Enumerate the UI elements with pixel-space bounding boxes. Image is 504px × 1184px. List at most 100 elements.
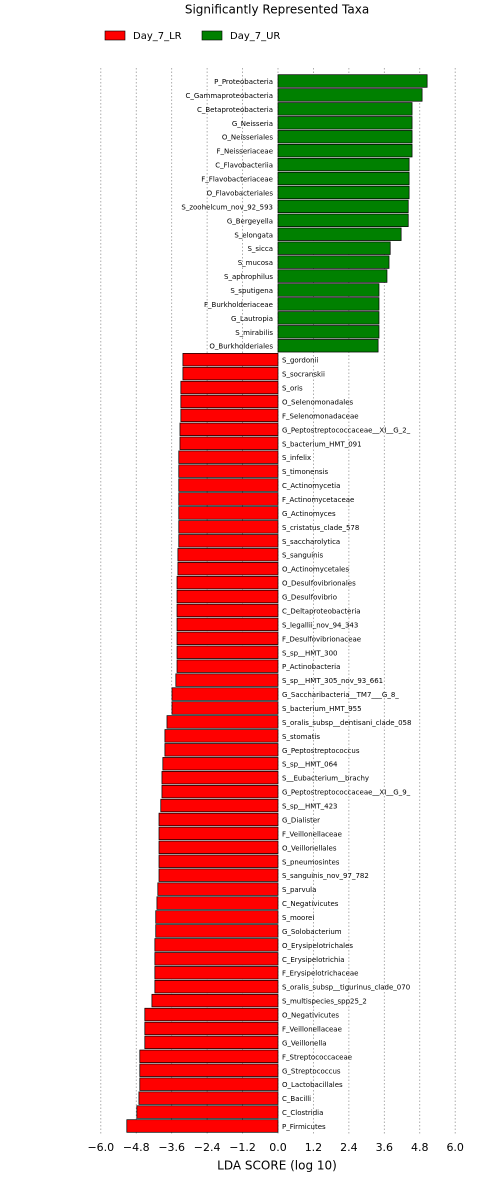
bar <box>176 617 279 632</box>
bar <box>176 575 279 590</box>
category-label: S_mucosa <box>238 259 273 267</box>
legend-swatch <box>104 30 126 41</box>
bar <box>277 88 423 102</box>
x-tick-label: −2.4 <box>194 1141 221 1154</box>
category-label: O_Lactobacillales <box>282 1081 343 1089</box>
bar <box>139 1063 279 1077</box>
category-label: O_Flavobacteriales <box>207 189 274 197</box>
bar <box>178 492 279 506</box>
x-tick-label: 0.0 <box>269 1141 287 1154</box>
category-label: C_Bacilli <box>282 1095 311 1103</box>
category-label: S_sicca <box>247 245 273 253</box>
bar <box>277 241 391 255</box>
category-label: O_Actinomycetales <box>282 566 349 574</box>
bar <box>177 548 279 562</box>
category-label: O_Desulfovibrionales <box>282 580 356 588</box>
bar <box>166 715 279 729</box>
bar <box>277 171 410 186</box>
bar <box>176 631 279 645</box>
bar <box>277 144 413 158</box>
category-label: G_Bergeyella <box>227 217 273 225</box>
category-label: F_Veillonellaceae <box>282 830 342 838</box>
category-label: G_Actinomyces <box>282 510 336 518</box>
bar <box>144 1021 279 1036</box>
category-label: S_sp__HMT_423 <box>282 803 337 811</box>
category-label: G_Dialister <box>282 816 320 824</box>
bar <box>171 701 279 715</box>
x-tick-label: 2.4 <box>340 1141 358 1154</box>
category-label: C_Actinomycetia <box>282 482 340 490</box>
category-label: F_Flavobacteriaceae <box>201 176 273 184</box>
category-label: F_Desulfovibrionaceae <box>282 635 361 643</box>
bar <box>180 380 279 395</box>
bar <box>139 1077 279 1091</box>
category-label: S_zoohelcum_nov_92_593 <box>181 203 273 211</box>
category-label: C_Betaproteobacteria <box>197 106 273 114</box>
category-label: G_Peptostreptococcus <box>282 747 360 755</box>
category-label: C_Clostridia <box>282 1109 323 1117</box>
bar <box>138 1091 279 1105</box>
bar <box>156 896 279 910</box>
bar <box>178 478 279 492</box>
category-label: O_Veillonellales <box>282 844 337 852</box>
bar <box>136 1105 279 1119</box>
category-label: G_Saccharibacteria__TM7___G_8_ <box>282 691 399 699</box>
category-label: S_saccharolytica <box>282 538 340 546</box>
category-label: S_sanguinis <box>282 552 324 560</box>
bar <box>277 297 380 311</box>
category-label: C_Negativicutes <box>282 900 339 908</box>
bar <box>277 213 409 227</box>
category-label: S_bacterium_HMT_955 <box>282 705 362 713</box>
category-label: G_Desulfovibrio <box>282 594 337 602</box>
category-label: G_Veillonella <box>282 1039 327 1047</box>
bar <box>179 436 279 450</box>
category-label: S_aphrophilus <box>224 273 273 281</box>
bar <box>161 771 279 785</box>
bar <box>161 784 279 799</box>
category-label: F_Burkholderiaceae <box>204 301 273 309</box>
category-label: S_legallii_nov_94_343 <box>282 621 358 629</box>
category-label: S_sp__HMT_305_nov_93_661 <box>282 677 383 685</box>
category-label: F_Neisseriaceae <box>217 148 273 156</box>
category-label: O_Neisseriales <box>222 134 273 142</box>
bar <box>157 882 279 896</box>
bar <box>179 422 279 436</box>
category-label: C_Deltaproteobacteria <box>282 607 361 615</box>
chart-title: Significantly Represented Taxa <box>185 3 369 17</box>
x-tick-label: −3.6 <box>158 1141 185 1154</box>
bar <box>176 603 279 618</box>
category-label: C_Flavobacteriia <box>215 162 273 170</box>
bar <box>155 910 279 924</box>
category-label: S_oralis_subsp__tigurinus_clade_070 <box>282 984 410 992</box>
bar <box>171 687 279 701</box>
bar <box>277 185 410 200</box>
bar <box>277 157 410 172</box>
bar <box>139 1049 279 1063</box>
x-axis-label: LDA SCORE (log 10) <box>217 1159 337 1173</box>
category-label: G_Peptostreptococcaceae__XI__G_9_ <box>282 789 411 797</box>
bar <box>144 1007 279 1022</box>
x-tick-label: 4.8 <box>411 1141 429 1154</box>
bar <box>180 408 279 423</box>
category-label: P_Proteobacteria <box>214 78 273 86</box>
category-label: O_Erysipelotrichales <box>282 942 353 950</box>
category-label: S_multispecies_spp25_2 <box>282 998 367 1006</box>
bar <box>277 74 428 88</box>
bar <box>182 353 279 367</box>
bar <box>277 311 380 325</box>
legend-label: Day_7_UR <box>230 31 280 42</box>
category-label: P_Firmicutes <box>282 1123 326 1131</box>
x-tick-label: 1.2 <box>305 1141 323 1154</box>
bar <box>158 854 279 868</box>
bar <box>178 450 279 464</box>
category-label: S_cristatus_clade_578 <box>282 524 359 532</box>
x-tick-label: 6.0 <box>446 1141 464 1154</box>
category-label: S_elongata <box>234 231 273 239</box>
bar <box>277 339 379 353</box>
bar <box>176 659 279 673</box>
category-label: S__Eubacterium__brachy <box>282 775 369 783</box>
category-label: S_oralis_subsp__dentisani_clade_058 <box>282 719 411 727</box>
category-label: G_Lautropia <box>231 315 273 323</box>
category-label: F_Veillonellaceae <box>282 1025 342 1033</box>
